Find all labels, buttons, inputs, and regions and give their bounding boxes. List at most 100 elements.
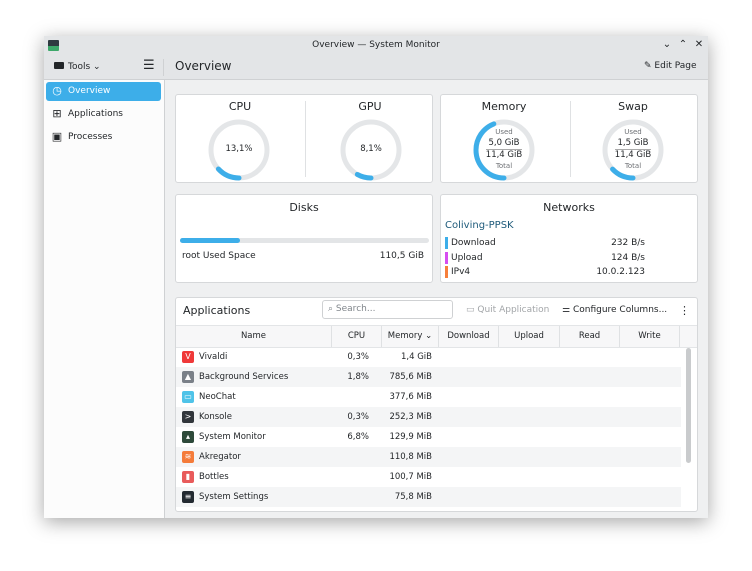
quit-application-button[interactable]: ▭ Quit Application	[466, 305, 549, 315]
bottles-icon: ▮	[182, 471, 194, 483]
used-label: Used	[495, 128, 513, 136]
used-label: Used	[624, 128, 642, 136]
table-body: V Vivaldi 0,3% 1,4 GiB ▲ Background Servi…	[176, 347, 681, 511]
column-header-read[interactable]: Read	[560, 326, 620, 347]
search-placeholder: Search...	[335, 304, 376, 314]
speedometer-icon: ◷	[52, 84, 62, 97]
app-icon	[48, 40, 59, 51]
column-label: Memory	[387, 331, 423, 341]
sliders-icon: ⚌	[562, 305, 571, 315]
app-name: System Settings	[199, 492, 269, 502]
app-memory: 252,3 MiB	[389, 412, 432, 422]
app-name: Akregator	[199, 452, 241, 462]
column-header-cpu[interactable]: CPU	[332, 326, 382, 347]
cpu-gauge	[208, 119, 270, 181]
network-name: Coliving-PPSK	[445, 220, 514, 231]
swap-readout: Used 1,5 GiB 11,4 GiB Total	[603, 127, 663, 172]
toolbox-icon	[54, 62, 64, 69]
tools-menu-button[interactable]: Tools ⌄	[54, 60, 101, 75]
edit-page-label: Edit Page	[654, 61, 697, 71]
scrollbar-thumb[interactable]	[686, 348, 691, 463]
more-options-icon[interactable]: ⋮	[679, 304, 690, 317]
app-name: Vivaldi	[199, 352, 228, 362]
network-value: 124 B/s	[611, 252, 645, 263]
close-button[interactable]: ✕	[694, 39, 704, 50]
title-bar: Overview — System Monitor ⌄ ⌃ ✕	[44, 36, 708, 56]
bell-icon: ▲	[182, 371, 194, 383]
column-label: Write	[638, 331, 661, 341]
network-value: 232 B/s	[611, 238, 645, 248]
cpu-value: 13,1%	[225, 144, 253, 154]
table-row[interactable]: > Konsole 0,3% 252,3 MiB	[176, 407, 681, 427]
table-row[interactable]: ▮ Bottles 100,7 MiB	[176, 467, 681, 487]
system-monitor-icon: ▴	[182, 431, 194, 443]
app-memory: 129,9 MiB	[389, 432, 432, 442]
gauge-fill	[602, 119, 664, 181]
table-row[interactable]: ≋ Akregator 110,8 MiB	[176, 447, 681, 467]
sidebar: ◷ Overview ⊞ Applications ▣ Processes	[44, 80, 165, 518]
disk-label: root Used Space	[182, 251, 256, 261]
column-header-upload[interactable]: Upload	[499, 326, 560, 347]
series-color-swatch	[445, 237, 448, 249]
quit-icon: ▭	[466, 305, 475, 315]
app-name: Background Services	[199, 372, 289, 382]
sidebar-item-processes[interactable]: ▣ Processes	[46, 128, 161, 147]
sidebar-item-applications[interactable]: ⊞ Applications	[46, 105, 161, 124]
sidebar-item-label: Applications	[68, 109, 123, 119]
toolbar: Tools ⌄ ☰ Overview ✎ Edit Page	[44, 56, 708, 80]
pencil-icon: ✎	[644, 61, 652, 71]
window: Overview — System Monitor ⌄ ⌃ ✕ Tools ⌄ …	[44, 36, 708, 518]
network-value: 10.0.2.123	[596, 267, 645, 277]
disk-usage-bar	[180, 238, 429, 243]
app-cpu: 6,8%	[347, 432, 369, 442]
app-name: NeoChat	[199, 392, 236, 402]
column-header-memory[interactable]: Memory ⌄	[382, 326, 439, 347]
applications-title: Applications	[183, 304, 251, 317]
sidebar-item-label: Processes	[68, 132, 113, 142]
memory-swap-card: Memory Used 5,0 GiB 11,4 GiB Total Swap …	[440, 94, 698, 183]
table-row[interactable]: V Vivaldi 0,3% 1,4 GiB	[176, 347, 681, 367]
window-title: Overview — System Monitor	[312, 40, 440, 50]
table-row[interactable]: ▴ System Monitor 6,8% 129,9 MiB	[176, 427, 681, 447]
sidebar-item-overview[interactable]: ◷ Overview	[46, 82, 161, 101]
series-color-swatch	[445, 266, 448, 278]
applications-card: Applications ⌕ Search... ▭ Quit Applicat…	[175, 297, 698, 512]
search-input[interactable]: ⌕ Search...	[322, 300, 453, 319]
series-color-swatch	[445, 251, 448, 264]
configure-label: Configure Columns...	[572, 305, 668, 315]
table-row[interactable]: ▭ NeoChat 377,6 MiB	[176, 387, 681, 407]
app-memory: 377,6 MiB	[389, 392, 432, 402]
configure-columns-button[interactable]: ⚌ Configure Columns...	[562, 305, 667, 315]
table-row[interactable]: ▲ Background Services 1,8% 785,6 MiB	[176, 367, 681, 387]
column-label: CPU	[347, 331, 366, 341]
network-label: IPv4	[451, 267, 471, 277]
hamburger-menu-icon[interactable]: ☰	[143, 58, 155, 73]
network-row: Upload 124 B/s	[445, 251, 645, 264]
disk-usage-fill	[180, 238, 240, 243]
vivaldi-icon: V	[182, 351, 194, 363]
swap-total: 11,4 GiB	[614, 150, 652, 160]
swap-used: 1,5 GiB	[615, 138, 651, 150]
disk-value: 110,5 GiB	[379, 251, 424, 261]
terminal-icon: >	[182, 411, 194, 423]
search-icon: ⌕	[328, 304, 334, 314]
app-cpu: 1,8%	[347, 372, 369, 382]
gauge-fill	[208, 119, 270, 181]
edit-page-button[interactable]: ✎ Edit Page	[644, 61, 697, 71]
column-header-write[interactable]: Write	[620, 326, 680, 347]
network-label: Download	[451, 238, 496, 248]
app-memory: 1,4 GiB	[401, 352, 432, 362]
app-memory: 75,8 MiB	[394, 492, 432, 502]
column-label: Name	[240, 331, 267, 341]
table-row[interactable]: ≡ System Settings 75,8 MiB	[176, 487, 681, 507]
memory-gauge	[473, 119, 535, 181]
column-header-name[interactable]: Name	[176, 326, 332, 347]
column-header-download[interactable]: Download	[439, 326, 499, 347]
gauge-fill	[473, 119, 535, 181]
column-label: Upload	[514, 331, 544, 341]
page-title: Overview	[175, 59, 232, 73]
minimize-button[interactable]: ⌄	[662, 39, 672, 50]
settings-icon: ≡	[182, 491, 194, 503]
network-label: Upload	[451, 252, 483, 263]
maximize-button[interactable]: ⌃	[678, 39, 688, 50]
